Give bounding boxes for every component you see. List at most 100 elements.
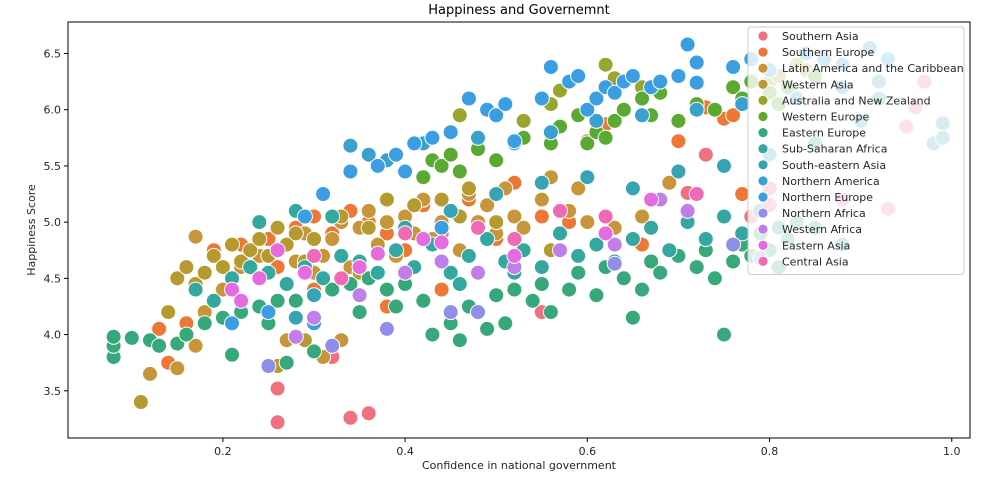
data-point	[588, 236, 605, 253]
data-point	[579, 135, 596, 152]
legend-marker	[757, 62, 769, 74]
data-point	[415, 169, 432, 186]
x-tick-label: 0.2	[214, 445, 232, 458]
data-point	[433, 219, 450, 236]
data-point	[634, 90, 650, 107]
data-point	[606, 255, 623, 272]
data-point	[606, 112, 623, 129]
data-point	[716, 208, 732, 225]
data-point	[524, 292, 541, 309]
data-point	[716, 326, 732, 343]
y-axis-label: Happiness Score	[25, 184, 38, 276]
data-point	[470, 129, 486, 146]
data-point	[169, 270, 186, 287]
legend-marker	[757, 30, 769, 42]
data-point	[287, 292, 304, 309]
data-point	[688, 74, 705, 91]
data-point	[624, 180, 641, 197]
data-point	[652, 264, 669, 281]
data-point	[588, 112, 605, 129]
data-point	[679, 36, 696, 53]
data-point	[378, 191, 395, 208]
data-point	[670, 133, 687, 150]
data-point	[688, 259, 705, 276]
data-point	[488, 287, 505, 304]
data-point	[460, 180, 477, 197]
data-point	[460, 247, 477, 264]
legend-marker	[757, 111, 769, 122]
data-point	[351, 259, 368, 276]
data-point	[579, 101, 596, 118]
data-point	[506, 231, 523, 247]
y-tick-label: 5.5	[44, 160, 62, 173]
data-point	[324, 337, 341, 354]
legend-label: Northern America	[782, 175, 880, 188]
data-point	[479, 231, 496, 247]
y-tick-label: 3.5	[44, 385, 62, 398]
data-point	[725, 79, 742, 96]
data-point	[597, 208, 614, 225]
legend-label: Northern Africa	[782, 207, 866, 220]
data-point	[506, 208, 523, 225]
legend-marker	[757, 223, 769, 235]
data-point	[378, 214, 395, 231]
data-point	[725, 253, 742, 270]
data-point	[269, 380, 286, 397]
data-point	[643, 253, 660, 270]
data-point	[542, 124, 559, 141]
data-point	[561, 281, 578, 298]
data-point	[187, 337, 204, 354]
data-point	[442, 202, 459, 219]
data-point	[269, 292, 286, 309]
data-point	[697, 231, 714, 247]
data-point	[570, 68, 587, 84]
data-point	[706, 270, 723, 287]
data-point	[488, 152, 505, 169]
data-point	[242, 242, 259, 259]
data-point	[415, 231, 432, 247]
legend-marker	[757, 175, 769, 187]
data-point	[151, 337, 168, 354]
data-point	[224, 281, 240, 298]
data-point	[169, 360, 186, 377]
plot-frame	[67, 21, 971, 439]
legend-label: Eastern Europe	[782, 127, 866, 140]
data-point	[224, 346, 240, 363]
data-point	[342, 163, 359, 180]
data-point	[351, 287, 368, 304]
data-point	[542, 59, 559, 75]
legend-label: Western Africa	[782, 223, 862, 236]
data-point	[433, 157, 450, 174]
data-point	[588, 287, 605, 304]
y-tick-label: 4.5	[44, 272, 62, 285]
data-point	[306, 309, 322, 326]
data-point	[269, 219, 286, 236]
x-axis-label: Confidence in national government	[422, 459, 617, 472]
data-point	[424, 129, 441, 146]
data-point	[670, 68, 687, 84]
data-point	[734, 186, 751, 202]
legend-marker	[757, 207, 769, 219]
data-point	[287, 309, 304, 326]
data-point	[397, 225, 414, 242]
data-point	[451, 332, 468, 349]
x-tick-label: 1.0	[943, 445, 961, 458]
data-point	[679, 202, 696, 219]
data-point	[442, 124, 459, 141]
data-point	[306, 247, 322, 264]
x-tick-label: 0.8	[761, 445, 779, 458]
data-point	[306, 231, 322, 247]
legend-marker	[757, 127, 769, 139]
data-point	[369, 157, 386, 174]
y-axis: 3.5 4.0 4.5 5.0 5.5 6.0 6.5	[44, 47, 68, 398]
data-point	[506, 133, 523, 150]
data-point	[187, 281, 204, 298]
data-point	[296, 264, 313, 281]
y-tick-label: 6.0	[44, 104, 62, 117]
data-point	[360, 405, 377, 422]
legend-box	[747, 26, 965, 275]
legend-label: Central Asia	[782, 255, 849, 268]
data-point	[488, 214, 505, 231]
data-point	[178, 259, 195, 276]
